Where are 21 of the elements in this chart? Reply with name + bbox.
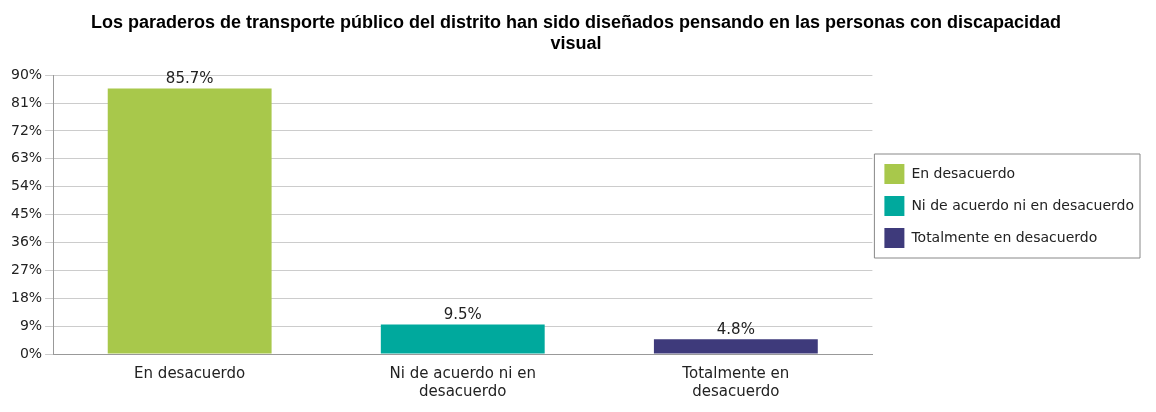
x-tick-label: Totalmente en desacuerdo [681,363,790,400]
y-tick-label: 9% [19,316,43,333]
y-tick-label: 0% [19,344,43,361]
legend-label: Ni de acuerdo ni en desacuerdo [911,196,1134,213]
y-tick-label: 45% [10,205,43,222]
legend-label: Totalmente en desacuerdo [910,228,1098,245]
y-tick-label: 36% [10,233,43,250]
y-tick-label: 90% [10,65,43,82]
x-tick-label: En desacuerdo [134,363,246,382]
x-tick-label: Ni de acuerdo ni en desacuerdo [389,363,536,400]
data-label: 9.5% [443,304,482,323]
legend-label: En desacuerdo [911,164,1016,181]
y-tick-label: 81% [10,93,43,110]
y-tick-label: 72% [10,121,43,138]
data-label: 85.7% [165,68,214,87]
y-tick-label: 63% [10,149,43,166]
y-tick-label: 27% [10,261,43,277]
data-label: 4.8% [716,319,755,338]
chart-title: Los paraderos de transporte público del distrito han sido diseñados pensando en las personas con discapacidad visual [90,11,1062,54]
y-tick-label: 18% [10,288,43,305]
y-tick-label: 54% [10,177,43,194]
